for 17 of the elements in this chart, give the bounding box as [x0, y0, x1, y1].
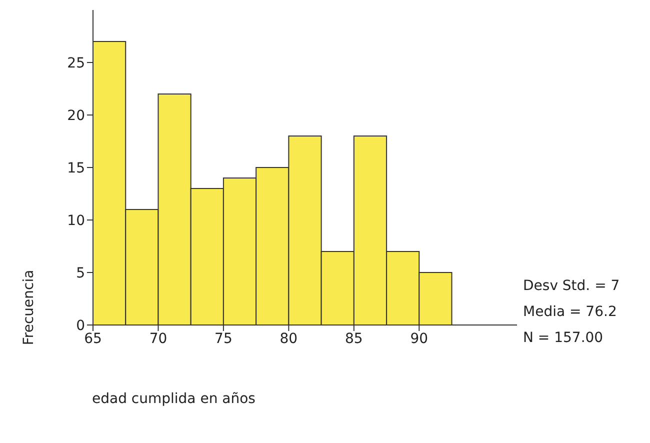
y-tick-label: 25 [67, 55, 85, 72]
x-axis-title: edad cumplida en años [92, 391, 256, 407]
text: Media = 76.2 [523, 303, 618, 322]
x-tick-label: 70 [149, 330, 168, 347]
y-tick-label: 5 [76, 265, 85, 282]
x-tick-label: 85 [345, 330, 363, 347]
x-tick-label: 65 [84, 330, 102, 347]
x-tick-label: 75 [214, 330, 232, 347]
text: N = 157.00 [523, 329, 604, 348]
x-tick-label: 80 [280, 330, 298, 347]
y-tick-label: 15 [67, 160, 85, 176]
y-tick-label: 0 [76, 318, 85, 334]
y-tick-label: 10 [67, 212, 85, 229]
text: Desv Std. = 7 [523, 277, 620, 296]
y-tick-label: 20 [67, 108, 85, 124]
y-axis-title: Frecuencia [20, 270, 37, 346]
x-tick-label: 90 [410, 330, 428, 347]
